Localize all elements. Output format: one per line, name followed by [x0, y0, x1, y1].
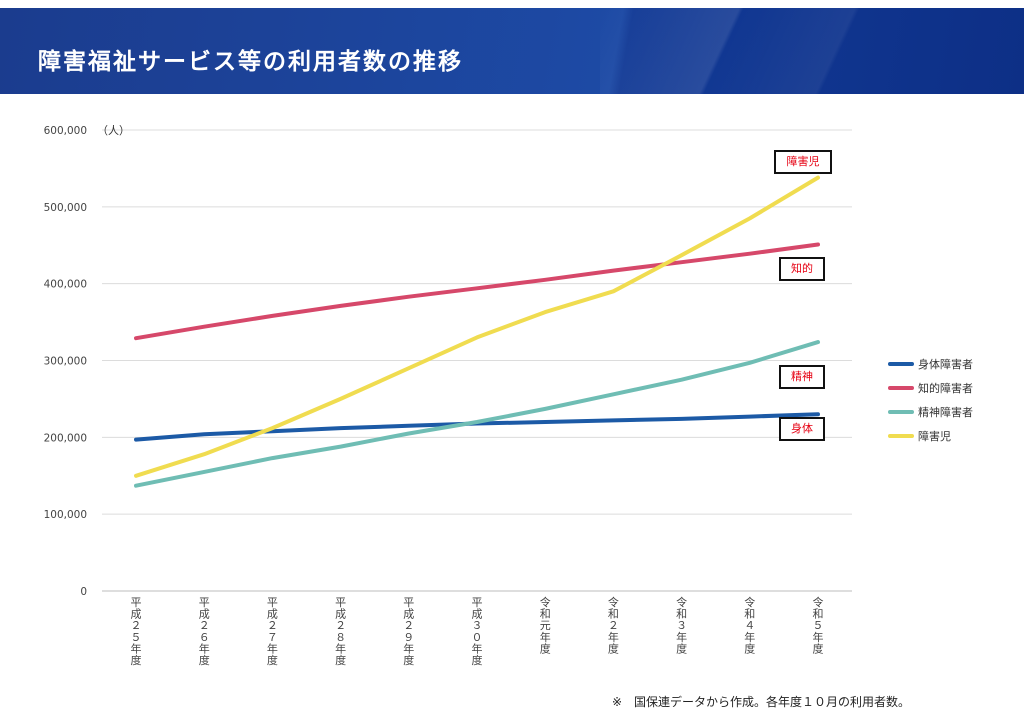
legend-label: 精神障害者: [918, 406, 973, 419]
legend-item: 精神障害者: [888, 400, 973, 424]
x-tick-label: 平成３０年度: [472, 596, 483, 667]
series-line: [134, 242, 820, 341]
banner-decoration: [600, 8, 1024, 94]
y-tick-label: 100,000: [44, 509, 87, 521]
legend-swatch: [888, 386, 914, 390]
series-callout: 知的: [779, 257, 825, 281]
series-callout: 障害児: [774, 150, 832, 174]
legend-swatch: [888, 362, 914, 366]
y-tick-label: 400,000: [44, 279, 87, 291]
footnote: ※ 国保連データから作成。各年度１０月の利用者数。: [612, 695, 911, 709]
title-banner: [0, 8, 1024, 94]
x-tick-label: 令和２年度: [608, 595, 619, 655]
y-tick-label: 0: [80, 586, 87, 598]
legend-item: 身体障害者: [888, 352, 973, 376]
series-callout: 身体: [779, 417, 825, 441]
x-tick-label: 平成２５年度: [131, 596, 142, 667]
page-title: 障害福祉サービス等の利用者数の推移: [38, 49, 463, 75]
series-line: [134, 175, 820, 478]
series-line: [134, 412, 820, 442]
y-tick-label: 500,000: [44, 202, 87, 214]
x-tick-label: 令和５年度: [813, 595, 824, 655]
legend-item: 障害児: [888, 424, 973, 448]
x-tick-label: 平成２７年度: [267, 596, 278, 667]
legend-label: 障害児: [918, 430, 951, 443]
legend-label: 身体障害者: [918, 358, 973, 371]
y-tick-label: 600,000: [44, 125, 87, 137]
y-unit-label: （人）: [97, 124, 130, 137]
x-tick-label: 令和４年度: [744, 595, 755, 655]
x-tick-label: 平成２９年度: [403, 596, 414, 667]
series-line: [134, 340, 820, 488]
x-tick-label: 令和元年度: [540, 595, 551, 655]
legend-item: 知的障害者: [888, 376, 973, 400]
legend-swatch: [888, 434, 914, 438]
y-tick-label: 300,000: [44, 356, 87, 368]
legend-swatch: [888, 410, 914, 414]
chart-legend: 身体障害者知的障害者精神障害者障害児: [888, 352, 973, 448]
series-callout: 精神: [779, 365, 825, 389]
x-tick-label: 令和３年度: [676, 595, 687, 655]
x-tick-label: 平成２６年度: [199, 596, 210, 667]
y-tick-label: 200,000: [44, 432, 87, 444]
legend-label: 知的障害者: [918, 382, 973, 395]
x-tick-label: 平成２８年度: [335, 596, 346, 667]
